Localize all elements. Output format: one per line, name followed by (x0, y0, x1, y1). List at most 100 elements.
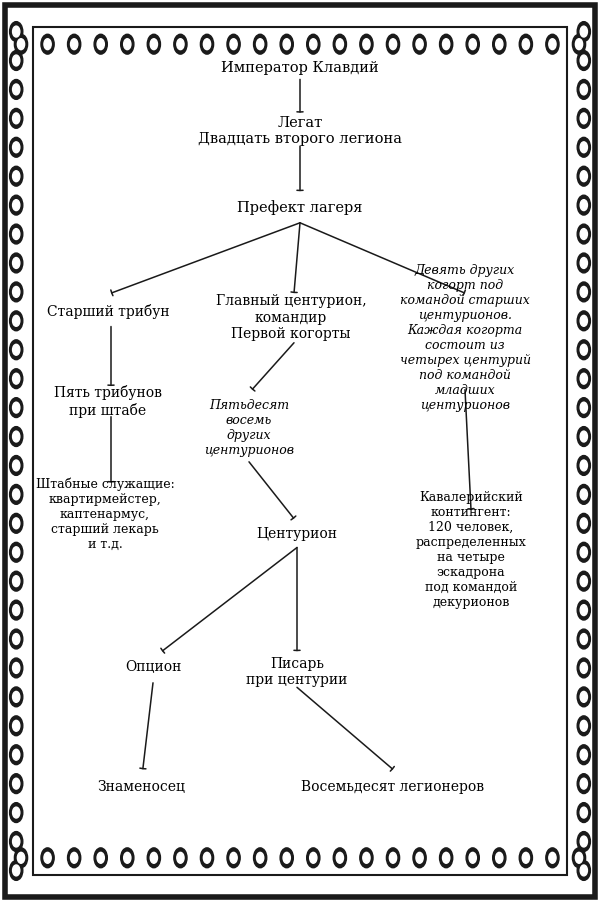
Circle shape (580, 199, 587, 210)
Text: Опцион: Опцион (125, 660, 181, 675)
Circle shape (280, 34, 293, 54)
Circle shape (10, 311, 23, 331)
Circle shape (577, 629, 590, 649)
Circle shape (10, 108, 23, 128)
Circle shape (17, 852, 25, 863)
Circle shape (254, 848, 267, 868)
Circle shape (522, 39, 529, 50)
Circle shape (254, 34, 267, 54)
Circle shape (577, 745, 590, 765)
Circle shape (577, 311, 590, 331)
Circle shape (580, 547, 587, 557)
Circle shape (13, 633, 20, 644)
Circle shape (577, 600, 590, 620)
Circle shape (121, 848, 134, 868)
Circle shape (10, 484, 23, 504)
Circle shape (577, 427, 590, 446)
Circle shape (572, 848, 586, 868)
Circle shape (13, 316, 20, 327)
Circle shape (13, 345, 20, 355)
Circle shape (577, 484, 590, 504)
Circle shape (493, 848, 506, 868)
Circle shape (469, 39, 476, 50)
Circle shape (10, 861, 23, 880)
Circle shape (493, 34, 506, 54)
Circle shape (174, 34, 187, 54)
Circle shape (150, 39, 157, 50)
Circle shape (174, 848, 187, 868)
Circle shape (94, 34, 107, 54)
Circle shape (577, 803, 590, 823)
Circle shape (147, 848, 160, 868)
Circle shape (440, 848, 453, 868)
Circle shape (577, 79, 590, 99)
Circle shape (466, 34, 479, 54)
Text: Кавалерийский
контингент:
120 человек,
распределенных
на четыре
эскадрона
под ко: Кавалерийский контингент: 120 человек, р… (416, 492, 526, 609)
Circle shape (577, 166, 590, 186)
Circle shape (333, 34, 346, 54)
Circle shape (577, 456, 590, 475)
Circle shape (230, 39, 237, 50)
Circle shape (13, 604, 20, 615)
Circle shape (13, 662, 20, 674)
Circle shape (10, 282, 23, 302)
Circle shape (580, 721, 587, 732)
Circle shape (10, 774, 23, 794)
Circle shape (577, 282, 590, 302)
Circle shape (580, 460, 587, 471)
Circle shape (94, 848, 107, 868)
Circle shape (13, 721, 20, 732)
Circle shape (580, 575, 587, 586)
Circle shape (360, 848, 373, 868)
Circle shape (13, 489, 20, 500)
Circle shape (283, 39, 290, 50)
Circle shape (227, 34, 240, 54)
Text: Префект лагеря: Префект лагеря (238, 200, 362, 215)
Circle shape (10, 513, 23, 533)
Circle shape (580, 836, 587, 847)
Circle shape (440, 34, 453, 54)
Circle shape (10, 340, 23, 360)
Circle shape (577, 658, 590, 678)
Circle shape (17, 39, 25, 50)
Circle shape (549, 852, 556, 863)
Circle shape (580, 402, 587, 413)
Text: Император Клавдий: Император Клавдий (221, 60, 379, 75)
Circle shape (580, 604, 587, 615)
Circle shape (177, 852, 184, 863)
Circle shape (10, 224, 23, 244)
Circle shape (389, 852, 397, 863)
Circle shape (577, 513, 590, 533)
Text: Пятьдесят
восемь
других
центурионов: Пятьдесят восемь других центурионов (204, 400, 294, 457)
Circle shape (577, 51, 590, 70)
Circle shape (577, 369, 590, 389)
Circle shape (13, 750, 20, 760)
Circle shape (71, 852, 78, 863)
Circle shape (496, 39, 503, 50)
Circle shape (10, 398, 23, 418)
Circle shape (13, 228, 20, 240)
Circle shape (580, 316, 587, 327)
Circle shape (577, 253, 590, 273)
Text: Легат
Двадцать второго легиона: Легат Двадцать второго легиона (198, 115, 402, 146)
Text: Центурион: Центурион (257, 527, 337, 541)
Circle shape (257, 852, 264, 863)
Circle shape (257, 39, 264, 50)
Circle shape (203, 852, 211, 863)
Circle shape (10, 745, 23, 765)
Circle shape (580, 345, 587, 355)
Circle shape (580, 692, 587, 703)
Circle shape (580, 373, 587, 384)
Circle shape (13, 575, 20, 586)
Circle shape (580, 113, 587, 124)
Circle shape (68, 848, 81, 868)
Circle shape (580, 170, 587, 181)
Circle shape (416, 39, 423, 50)
Circle shape (577, 832, 590, 851)
Text: Старший трибун: Старший трибун (47, 304, 169, 318)
Circle shape (577, 22, 590, 41)
Circle shape (10, 803, 23, 823)
Circle shape (572, 34, 586, 54)
Circle shape (44, 39, 51, 50)
Circle shape (389, 39, 397, 50)
